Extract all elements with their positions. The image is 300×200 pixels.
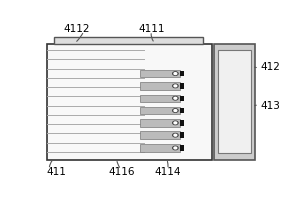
Text: 412: 412 [261, 62, 280, 72]
Circle shape [172, 72, 178, 75]
Circle shape [174, 73, 177, 75]
Bar [180, 108, 184, 113]
Bar [180, 83, 184, 89]
Bar [47, 44, 212, 160]
Circle shape [174, 134, 177, 136]
Circle shape [174, 147, 177, 149]
Bar [218, 50, 251, 153]
Text: 4114: 4114 [154, 167, 181, 177]
Bar [180, 145, 184, 151]
Circle shape [172, 96, 178, 100]
Text: 411: 411 [47, 167, 67, 177]
Bar [140, 119, 181, 127]
Text: 4112: 4112 [64, 24, 90, 34]
Bar [140, 107, 181, 114]
Bar [180, 132, 184, 138]
Bar [180, 71, 184, 76]
Circle shape [172, 109, 178, 112]
Bar [54, 37, 202, 44]
Bar [180, 120, 184, 126]
Circle shape [174, 85, 177, 87]
Circle shape [174, 122, 177, 124]
Bar [180, 96, 184, 101]
Text: 413: 413 [261, 101, 280, 111]
Circle shape [174, 110, 177, 111]
Circle shape [172, 121, 178, 125]
Circle shape [172, 133, 178, 137]
Bar [140, 131, 181, 139]
Circle shape [174, 97, 177, 99]
Circle shape [172, 146, 178, 150]
Text: 4111: 4111 [138, 24, 165, 34]
Bar [140, 70, 181, 77]
Bar [140, 95, 181, 102]
Bar [140, 82, 181, 90]
Bar [140, 144, 181, 152]
Bar [214, 44, 255, 160]
Text: 4116: 4116 [108, 167, 134, 177]
Circle shape [172, 84, 178, 88]
